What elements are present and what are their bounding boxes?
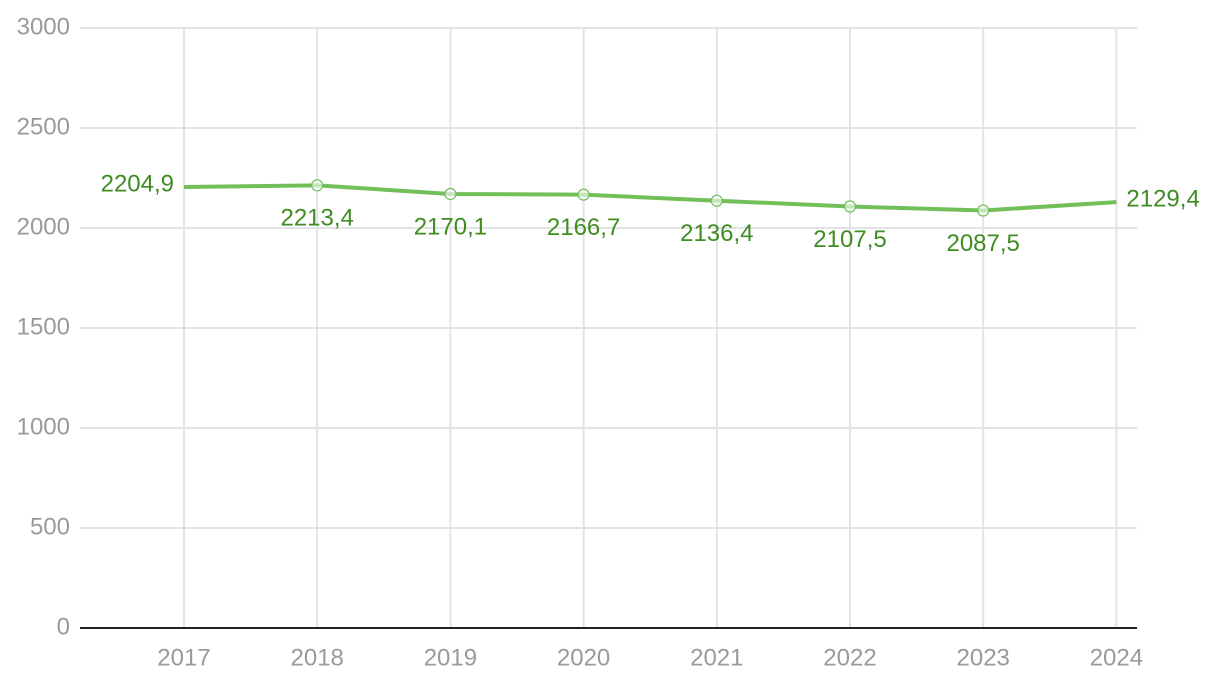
x-tick-label: 2017 bbox=[157, 644, 210, 671]
y-tick-label: 500 bbox=[30, 513, 70, 540]
line bbox=[183, 183, 1117, 213]
marker bbox=[444, 187, 457, 201]
marker bbox=[311, 179, 324, 192]
value-label: 2166,7 bbox=[547, 214, 620, 241]
value-label: 2129,4 bbox=[1126, 185, 1199, 212]
x-tick-label: 2023 bbox=[957, 644, 1010, 671]
marker bbox=[577, 188, 590, 201]
marker bbox=[977, 204, 990, 217]
x-tick-label: 2024 bbox=[1090, 644, 1143, 671]
value-label: 2087,5 bbox=[946, 230, 1019, 257]
value-label: 2204,9 bbox=[101, 170, 174, 197]
y-tick-label: 0 bbox=[57, 613, 70, 640]
x-tick-label: 2019 bbox=[424, 644, 477, 671]
x-tick-label: 2018 bbox=[291, 644, 344, 671]
x-tick-label: 2022 bbox=[823, 644, 876, 671]
marker bbox=[843, 200, 857, 213]
y-tick-label: 1500 bbox=[17, 313, 70, 340]
marker bbox=[710, 194, 723, 207]
value-label: 2136,4 bbox=[680, 220, 753, 247]
y-tick-label: 3000 bbox=[17, 13, 70, 40]
value-label: 2213,4 bbox=[280, 205, 353, 232]
x-tick-label: 2020 bbox=[557, 644, 610, 671]
value-label: 2107,5 bbox=[813, 226, 886, 253]
y-tick-label: 2000 bbox=[17, 213, 70, 240]
x-tick-label: 2021 bbox=[690, 644, 743, 671]
value-label: 2170,1 bbox=[414, 213, 487, 240]
y-tick-label: 1000 bbox=[17, 413, 70, 440]
y-tick-label: 2500 bbox=[17, 113, 70, 140]
